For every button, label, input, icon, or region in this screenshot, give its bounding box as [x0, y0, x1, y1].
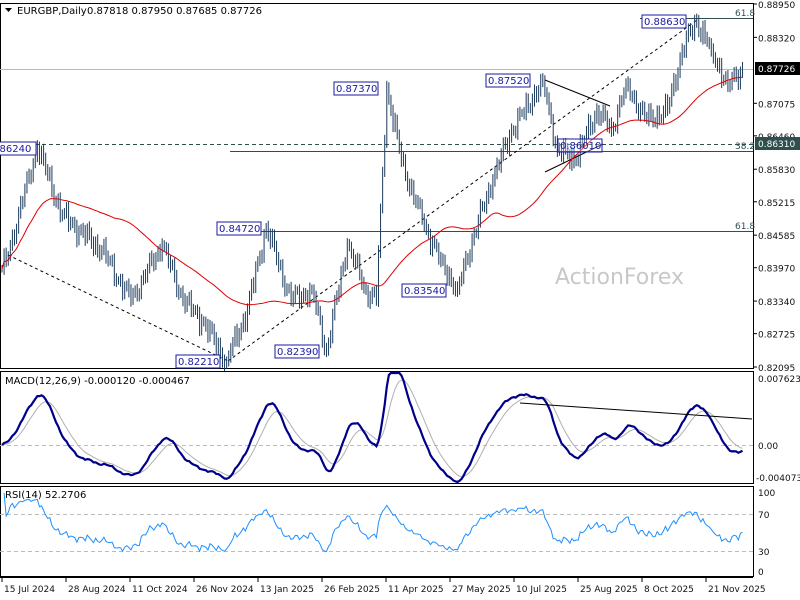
swing-label: 0.86010 — [557, 138, 603, 153]
swing-label: 0.82210 — [175, 354, 221, 369]
macd-tick: 0.00 — [758, 442, 778, 452]
date-tick-label: 8 Oct 2025 — [644, 585, 694, 595]
fib-label: 38.2 — [735, 142, 755, 152]
svg-text:0.84720: 0.84720 — [219, 224, 260, 235]
swing-label: 0.84720 — [216, 221, 262, 236]
time-axis: 15 Jul 2024 28 Aug 2024 11 Oct 2024 26 Nov … — [0, 577, 766, 595]
macd-title: MACD(12,26,9) -0.000120 -0.000467 — [5, 376, 190, 387]
rsi-title: RSI(14) 52.2706 — [5, 490, 86, 501]
price-tick-label: 0.83970 — [758, 265, 795, 275]
rsi-tick: 0 — [758, 568, 764, 578]
svg-text:0.88630: 0.88630 — [644, 17, 685, 28]
svg-text:0.86240: 0.86240 — [0, 144, 31, 155]
fib-label: 61.8 — [735, 222, 755, 232]
date-tick-label: 26 Feb 2025 — [324, 585, 380, 595]
swing-label: 0.88630 — [641, 14, 687, 29]
macd-panel — [0, 371, 754, 484]
date-tick-label: 11 Oct 2024 — [132, 585, 188, 595]
svg-text:0.87520: 0.87520 — [488, 76, 529, 87]
svg-text:0.83540: 0.83540 — [404, 286, 445, 297]
falling-trendline — [7, 254, 229, 362]
price-tick-label: 0.82725 — [758, 331, 795, 341]
date-tick-label: 15 Jul 2024 — [4, 585, 55, 595]
swing-label: 0.87370 — [333, 81, 379, 96]
fib-label: 61.8 — [735, 9, 755, 19]
symbol-title: EURGBP,Daily — [17, 6, 87, 17]
macd-signal-line — [1, 379, 743, 478]
price-panel — [0, 3, 754, 369]
current-price-value: 0.87726 — [758, 65, 795, 75]
svg-text:0.87370: 0.87370 — [336, 84, 377, 95]
price-tick-label: 0.85215 — [758, 199, 795, 209]
price-tick-label: 0.83340 — [758, 298, 795, 308]
swing-label: 0.86240 — [0, 141, 37, 156]
price-tick-label: 0.84585 — [758, 232, 795, 242]
date-tick-label: 10 Jul 2025 — [516, 585, 567, 595]
date-tick-label: 25 Aug 2025 — [580, 585, 638, 595]
macd-trendline — [519, 402, 753, 420]
moving-average-line — [1, 76, 743, 306]
marker-price-value: 0.86310 — [758, 140, 795, 150]
rsi-line — [3, 492, 743, 553]
date-tick-label: 21 Nov 2025 — [708, 585, 766, 595]
ohlc-readout: 0.87818 0.87950 0.87685 0.87726 — [87, 6, 262, 17]
watermark: ActionForex — [555, 265, 684, 290]
swing-label: 0.83540 — [401, 283, 447, 298]
rsi-tick: 70 — [758, 511, 770, 521]
marker-price-badge — [755, 137, 800, 150]
svg-text:0.82390: 0.82390 — [277, 347, 318, 358]
price-tick-label: 0.85830 — [758, 166, 795, 176]
triangle-upper-line — [544, 79, 611, 107]
swing-label: 0.82390 — [274, 344, 320, 359]
svg-text:0.82210: 0.82210 — [178, 357, 219, 368]
date-tick-label: 11 Apr 2025 — [388, 585, 444, 595]
rsi-panel — [0, 486, 754, 577]
price-tick-label: 0.88320 — [758, 34, 795, 44]
date-tick-label: 28 Aug 2024 — [68, 585, 126, 595]
swing-label: 0.87520 — [485, 73, 531, 88]
rising-channel-line — [227, 19, 698, 362]
price-axis: 0.889500.883200.870750.864600.858300.852… — [753, 1, 795, 374]
current-price-badge — [755, 62, 800, 75]
collapse-triangle-icon[interactable] — [5, 8, 12, 12]
rsi-tick: 100 — [758, 489, 775, 499]
price-tick-label: 0.88950 — [758, 1, 795, 11]
svg-text:0.86010: 0.86010 — [560, 141, 601, 152]
price-tick-label: 0.82095 — [758, 364, 795, 374]
date-tick-label: 27 May 2025 — [452, 585, 511, 595]
date-tick-label: 26 Nov 2024 — [196, 585, 254, 595]
macd-line — [1, 371, 744, 484]
macd-tick: 0.007623 — [758, 375, 800, 385]
price-tick-label: 0.87075 — [758, 100, 795, 110]
rsi-tick: 30 — [758, 548, 770, 558]
macd-tick: -0.004073 — [756, 474, 800, 484]
date-tick-label: 13 Jan 2025 — [260, 585, 314, 595]
